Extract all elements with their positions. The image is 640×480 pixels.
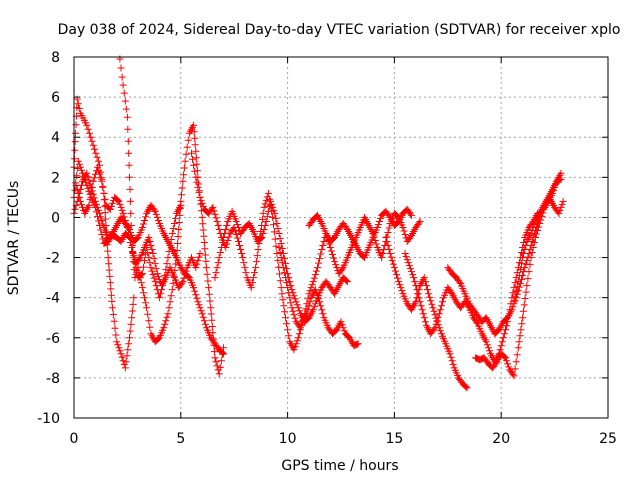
plus-markers <box>116 55 227 378</box>
series-track-2 <box>116 55 227 378</box>
y-tick-label: 0 <box>51 210 60 226</box>
y-tick-label: -2 <box>46 251 60 267</box>
x-axis-label: GPS time / hours <box>281 458 398 474</box>
series-track-10 <box>382 234 471 392</box>
plus-markers <box>305 205 415 262</box>
y-tick-label: 4 <box>51 130 60 146</box>
y-tick-label: -10 <box>37 411 60 427</box>
x-tick-label: 25 <box>599 431 617 447</box>
x-tick-label: 15 <box>385 431 403 447</box>
x-tick-label: 20 <box>492 431 510 447</box>
plus-markers <box>188 149 362 354</box>
x-tick-label: 10 <box>279 431 297 447</box>
y-tick-label: -4 <box>46 291 60 307</box>
y-tick-label: 6 <box>51 90 60 106</box>
y-tick-label: -6 <box>46 331 60 347</box>
series-track-5 <box>70 169 227 358</box>
plus-markers <box>510 175 565 306</box>
plot-border <box>73 56 609 419</box>
plus-markers <box>70 169 227 358</box>
tick-labels: 0 5 10 15 20 25 -10 -8 -6 -4 -2 0 2 4 6 8 <box>37 50 617 447</box>
series-track-6 <box>188 149 362 354</box>
y-tick-label: 2 <box>51 170 60 186</box>
plus-markers <box>382 234 471 392</box>
x-tick-label: 0 <box>70 431 79 447</box>
plus-markers <box>72 163 204 292</box>
y-tick-label: 8 <box>51 50 60 66</box>
series-track-4 <box>72 163 204 292</box>
y-tick-label: -8 <box>46 371 60 387</box>
series-track-9 <box>305 205 415 262</box>
chart-title: Day 038 of 2024, Sidereal Day-to-day VTE… <box>58 22 621 38</box>
series-track-14 <box>510 175 565 306</box>
x-tick-label: 5 <box>176 431 185 447</box>
y-axis-label: SDTVAR / TECUs <box>6 181 22 296</box>
data-points <box>70 55 567 392</box>
